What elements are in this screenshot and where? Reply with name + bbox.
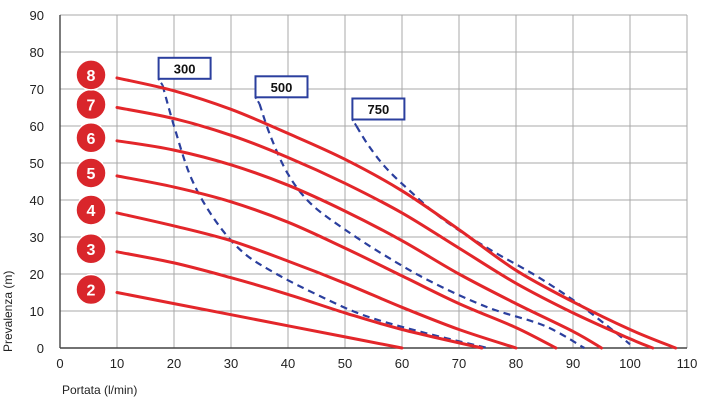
x-tick-labels: 0 10 20 30 40 50 60 70 80 90 100 110 <box>56 356 697 371</box>
pump-curve-8 <box>115 76 678 350</box>
x-tick-label: 90 <box>566 356 580 371</box>
stage-marker-number: 2 <box>87 283 96 300</box>
y-tick-label: 70 <box>30 82 44 97</box>
power-curves <box>161 85 631 350</box>
stage-marker-circle <box>75 59 107 91</box>
x-tick-label: 70 <box>452 356 466 371</box>
stage-marker-number: 7 <box>87 98 96 115</box>
power-label-box <box>351 97 406 121</box>
power-curve-500 <box>258 103 585 349</box>
power-label-leader <box>351 118 358 127</box>
y-tick-label: 90 <box>30 8 44 23</box>
pump-curves <box>115 76 678 350</box>
y-tick-label: 40 <box>30 193 44 208</box>
x-tick-label: 60 <box>395 356 409 371</box>
power-labels: 300 500 750 <box>157 56 406 127</box>
x-tick-label: 10 <box>110 356 124 371</box>
power-curve-300 <box>161 85 488 350</box>
x-tick-label: 80 <box>509 356 523 371</box>
y-tick-label: 30 <box>30 230 44 245</box>
pump-curve-2 <box>115 291 404 350</box>
pump-curve-4 <box>115 211 518 350</box>
power-label-text: 300 <box>174 61 196 76</box>
stage-marker-circle <box>75 157 107 189</box>
x-tick-label: 0 <box>56 356 63 371</box>
power-label-box <box>157 56 212 80</box>
pump-curve-6 <box>115 139 603 350</box>
pump-curve-7 <box>115 106 655 350</box>
y-tick-label: 0 <box>37 341 44 356</box>
x-tick-label: 110 <box>677 356 698 371</box>
stage-marker-number: 3 <box>87 242 96 259</box>
stage-marker-number: 8 <box>87 68 96 85</box>
x-tick-label: 50 <box>338 356 352 371</box>
stage-marker-number: 5 <box>87 166 96 183</box>
power-label-box <box>254 75 309 99</box>
pump-curve-3 <box>115 250 484 350</box>
power-curve-750 <box>355 125 631 346</box>
power-label-leader <box>157 78 164 86</box>
y-tick-label: 20 <box>30 267 44 282</box>
y-tick-labels: 0 10 20 30 40 50 60 70 80 90 <box>30 8 44 356</box>
power-label-text: 500 <box>271 80 293 95</box>
stage-marker-number: 6 <box>87 131 96 148</box>
x-tick-label: 40 <box>281 356 295 371</box>
pump-curve-5 <box>115 174 558 350</box>
x-axis-label: Portata (l/min) <box>62 383 137 397</box>
stage-marker-circle <box>75 122 107 154</box>
stage-marker-number: 4 <box>87 203 96 220</box>
stage-markers: 2 3 4 5 6 7 8 <box>75 59 107 306</box>
y-tick-label: 10 <box>30 304 44 319</box>
x-tick-label: 20 <box>167 356 181 371</box>
y-tick-label: 60 <box>30 119 44 134</box>
x-tick-label: 100 <box>619 356 641 371</box>
y-tick-label: 80 <box>30 45 44 60</box>
x-tick-label: 30 <box>224 356 238 371</box>
power-label-text: 750 <box>368 102 390 117</box>
power-label-leader <box>254 96 261 105</box>
y-tick-label: 50 <box>30 156 44 171</box>
stage-marker-circle <box>75 273 107 306</box>
stage-marker-circle <box>75 233 107 265</box>
y-axis-label: Prevalenza (m) <box>1 271 15 352</box>
stage-marker-circle <box>75 194 107 226</box>
